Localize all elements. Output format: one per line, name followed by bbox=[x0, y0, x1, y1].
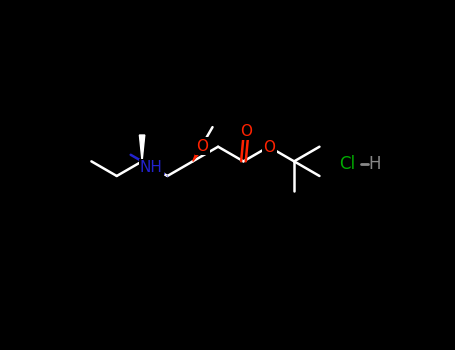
Text: O: O bbox=[196, 139, 208, 154]
Text: O: O bbox=[241, 124, 253, 139]
Text: O: O bbox=[263, 140, 276, 155]
Text: Cl: Cl bbox=[339, 155, 355, 173]
Polygon shape bbox=[139, 135, 145, 161]
Text: H: H bbox=[368, 155, 381, 173]
Text: NH: NH bbox=[140, 160, 162, 175]
Polygon shape bbox=[193, 145, 204, 161]
